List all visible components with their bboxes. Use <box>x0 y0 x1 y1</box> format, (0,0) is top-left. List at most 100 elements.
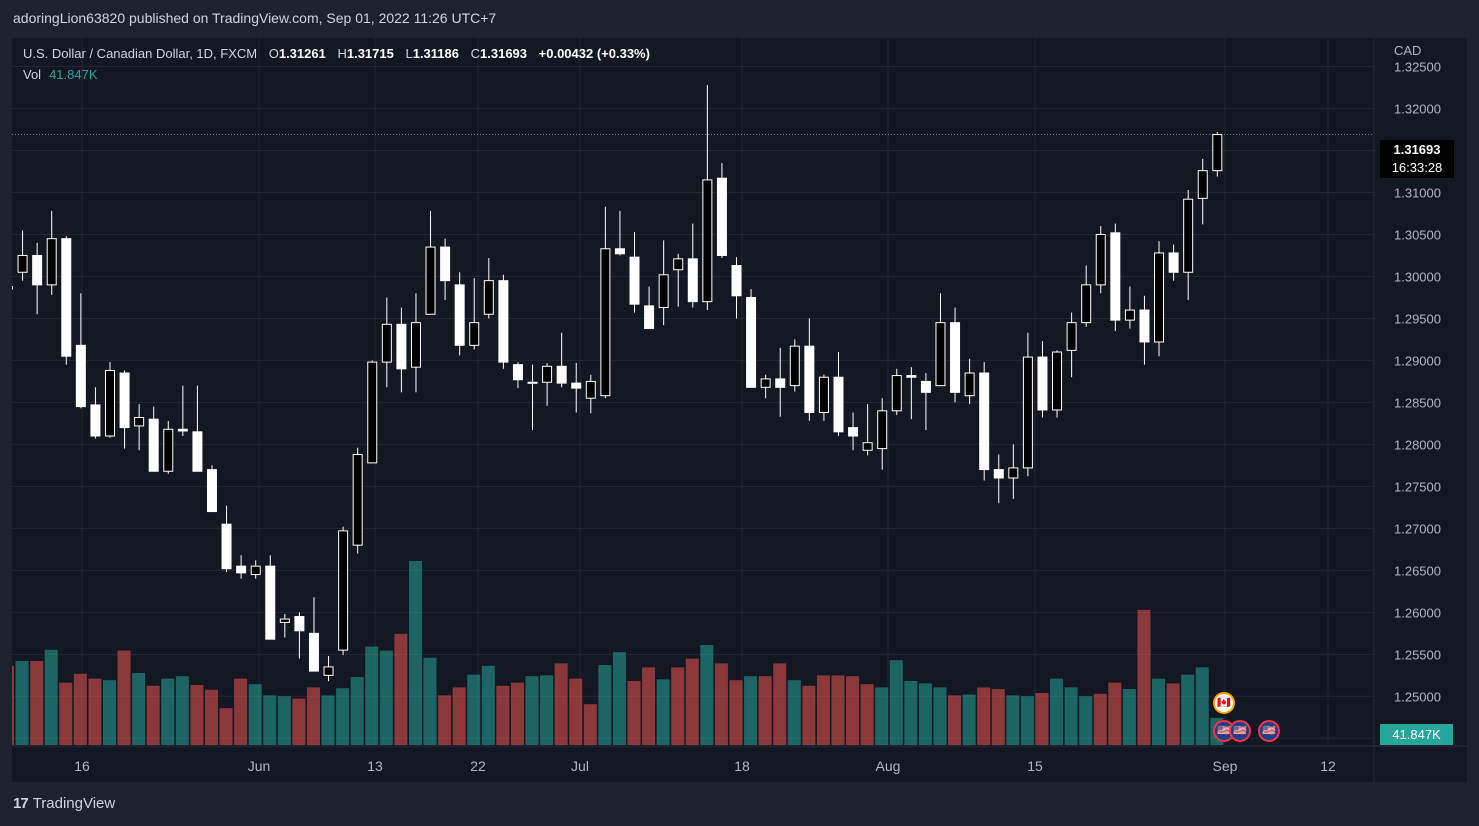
footer: 17 TradingView <box>13 795 115 812</box>
volume-bar <box>1050 678 1064 745</box>
volume-bar <box>73 673 87 745</box>
candle-up <box>1154 252 1165 343</box>
tradingview-logo-icon[interactable]: 17 <box>13 795 29 812</box>
volume-bar <box>306 687 320 745</box>
candle-down <box>12 286 13 290</box>
candle-up <box>1052 351 1063 411</box>
candle-down <box>1168 252 1179 273</box>
volume-bar <box>263 695 277 745</box>
canada-flag-icon[interactable]: 🇨🇦 <box>1213 692 1235 714</box>
volume-bar <box>1035 693 1049 745</box>
us-flag-icon[interactable]: 🇺🇸 <box>1258 720 1280 742</box>
candle-down <box>629 256 640 305</box>
time-tick-label: 15 <box>1027 758 1043 774</box>
volume-bar <box>1093 693 1107 745</box>
volume-bar <box>642 667 656 745</box>
volume-bar <box>408 561 422 745</box>
volume-bar <box>496 685 510 745</box>
volume-bar <box>831 675 845 745</box>
candle-up <box>323 666 334 676</box>
candle-up <box>367 361 378 464</box>
volume-bar <box>1181 674 1195 745</box>
time-tick-label: Sep <box>1213 758 1238 774</box>
volume-bar <box>146 685 160 745</box>
candle-down <box>1110 232 1121 321</box>
volume-bar <box>540 675 554 745</box>
candle-down <box>775 378 786 388</box>
volume-bar <box>991 689 1005 745</box>
price-tick-label: 1.32500 <box>1394 60 1441 75</box>
volume-bar <box>248 684 262 745</box>
volume-bar <box>438 695 452 745</box>
volume-legend[interactable]: Vol 41.847K <box>23 67 98 82</box>
volume-bar <box>1166 683 1180 745</box>
volume-bar <box>729 680 743 745</box>
volume-bar <box>175 676 189 745</box>
candle-up <box>658 274 669 309</box>
candle-down <box>396 323 407 370</box>
candle-up <box>862 442 873 451</box>
price-tick-label: 1.26500 <box>1394 563 1441 578</box>
us-flag-icon[interactable]: 🇺🇸 <box>1229 720 1251 742</box>
candle-up <box>483 280 494 315</box>
volume-bar <box>1137 609 1151 745</box>
price-tick-label: 1.30000 <box>1394 269 1441 284</box>
volume-bar <box>700 645 714 745</box>
volume-bar <box>773 663 787 745</box>
brand-name[interactable]: TradingView <box>32 795 116 812</box>
volume-bar <box>525 676 539 745</box>
candle-down <box>498 280 509 363</box>
volume-bar <box>481 665 495 745</box>
volume-bar <box>30 661 44 745</box>
volume-bar <box>904 681 918 745</box>
candle-down <box>512 364 523 381</box>
candle-up <box>1183 198 1194 273</box>
volume-bar <box>102 680 116 745</box>
symbol-name[interactable]: U.S. Dollar / Canadian Dollar, 1D, FXCM <box>23 46 258 61</box>
time-tick-label: Jun <box>248 758 271 774</box>
candle-up <box>469 322 480 346</box>
volume-bar <box>379 650 393 745</box>
volume-bar <box>875 687 889 745</box>
candle-up <box>1197 170 1208 199</box>
candle-down <box>993 469 1004 479</box>
volume-bar <box>816 675 830 745</box>
candle-down <box>833 376 844 433</box>
candle-up <box>760 378 771 388</box>
volume-bar <box>423 657 437 745</box>
chart-area[interactable]: 1.325001.320001.315001.310001.305001.300… <box>12 38 1467 782</box>
volume-bar <box>714 663 728 745</box>
volume-bar <box>1108 682 1122 745</box>
candle-down <box>1037 356 1048 411</box>
volume-bar <box>889 660 903 745</box>
time-tick-label: 22 <box>470 758 486 774</box>
close-value: 1.31693 <box>480 46 528 61</box>
candle-up <box>1081 284 1092 324</box>
price-tick-label: 1.25000 <box>1394 689 1441 704</box>
candle-down <box>614 248 625 255</box>
volume-bar <box>452 687 466 745</box>
volume-bar <box>962 694 976 745</box>
volume-bar <box>44 649 58 745</box>
volume-bar <box>583 704 597 745</box>
candle-up <box>1066 322 1077 351</box>
change-value: +0.00432 (+0.33%) <box>538 46 650 61</box>
candle-down <box>61 238 72 357</box>
candle-down <box>848 427 859 437</box>
candle-up <box>1124 309 1135 321</box>
time-tick-label: Aug <box>876 758 901 774</box>
candle-up <box>877 410 888 450</box>
candle-up <box>585 380 596 399</box>
candle-up <box>46 238 57 286</box>
volume-bar <box>161 678 175 745</box>
volume-bar <box>627 681 641 745</box>
candle-down <box>979 372 990 471</box>
candle-down <box>571 382 582 389</box>
candle-down <box>920 380 931 393</box>
candle-down <box>644 305 655 330</box>
price-tick-label: 1.28000 <box>1394 437 1441 452</box>
volume-bar <box>204 689 218 745</box>
volume-bar <box>846 676 860 745</box>
candlestick-chart[interactable]: 1.325001.320001.315001.310001.305001.300… <box>12 38 1467 782</box>
price-tick-label: 1.28500 <box>1394 395 1441 410</box>
